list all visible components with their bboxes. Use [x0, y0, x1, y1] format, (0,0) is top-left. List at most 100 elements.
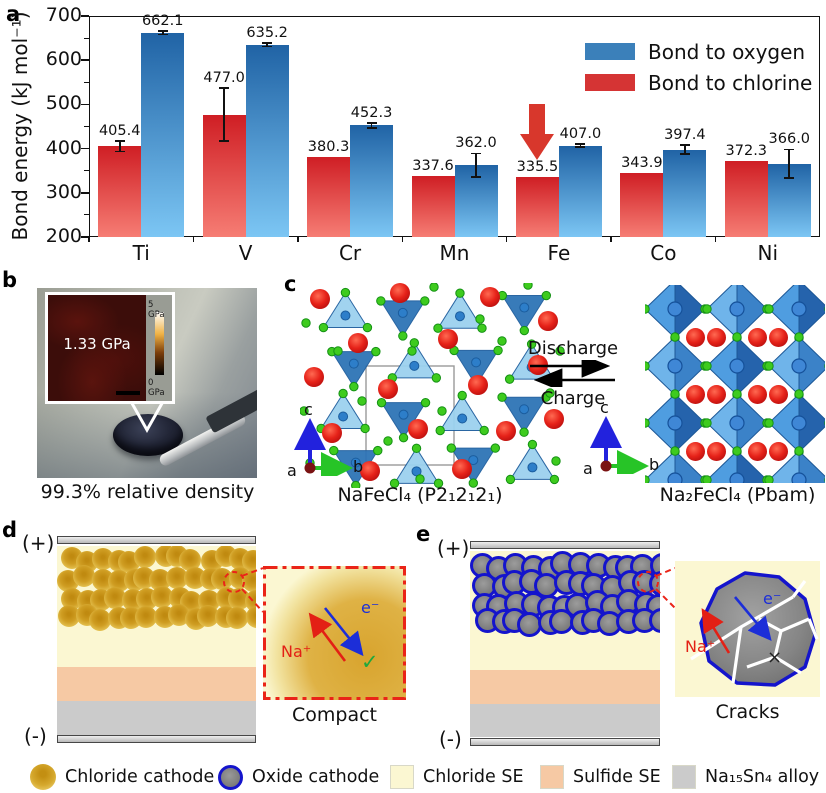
iron-atom [729, 415, 745, 431]
iron-atom [398, 409, 409, 420]
chloride-cathode-layer [57, 546, 256, 632]
scale-bar [116, 391, 140, 395]
chloride-cathode-particle [167, 604, 190, 627]
bar-value-label: 397.4 [664, 127, 706, 144]
c-axis-label: c [304, 400, 313, 419]
chloride-cathode-particle [91, 548, 114, 571]
highlight-down-arrow [520, 104, 555, 160]
legend-item-label: Sulfide SE [573, 767, 661, 787]
sodium-atom [310, 289, 330, 309]
chlorine-atom [429, 283, 439, 292]
chlorine-atom [519, 427, 529, 437]
chart-legend: Bond to oxygen Bond to chlorine [585, 36, 812, 98]
bar-value-label: 337.6 [412, 158, 454, 175]
iron-atom [667, 415, 683, 431]
chlorine-atom [497, 392, 507, 402]
iron-atom [791, 358, 807, 374]
error-bar-cap [262, 45, 273, 48]
nafecl4-caption: NaFeCl₄ (P2₁2₁2₁) [337, 484, 503, 506]
sodium-atom [769, 442, 788, 461]
sodium-atom [707, 385, 726, 404]
legend-item-label: Chloride cathode [65, 767, 215, 787]
iron-atom [468, 455, 479, 466]
bar-value-label: 372.3 [725, 142, 768, 159]
error-bar [118, 140, 121, 152]
positive-terminal-label: (+) [437, 536, 470, 560]
error-bar-cap [679, 153, 690, 156]
pale-yellow-square-swatch [390, 765, 414, 789]
na-ion-label: Na⁺ [281, 642, 312, 661]
axis-triad-left [294, 418, 353, 476]
chlorine-atom [702, 418, 712, 428]
x-axis-category: V [238, 241, 253, 265]
cracked-particle-zoom: Na⁺ e⁻ × [675, 561, 820, 697]
chloride-cathode-particle [89, 608, 112, 631]
y-axis-tick [81, 192, 89, 194]
alloy-anode-layer [57, 701, 256, 735]
chlorine-atom [764, 418, 774, 428]
fecl4-tetrahedron [453, 349, 499, 387]
chlorine-atom [301, 318, 311, 328]
zoom-connector [637, 567, 676, 609]
fecl4-tetrahedron [393, 447, 440, 484]
chlorine-atom [457, 390, 467, 401]
x-axis-tick [505, 237, 508, 242]
fecl4-tetrahedron [330, 351, 377, 388]
error-bar [223, 88, 226, 142]
a-axis-label: a [583, 459, 593, 478]
y-axis-minor-tick [84, 37, 89, 39]
legend-item-label: Na₁₅Sn₄ alloy [705, 767, 820, 787]
error-bar-cap [366, 121, 377, 124]
chlorine-atom [645, 475, 650, 483]
iron-atom [791, 415, 807, 431]
iron-atom [729, 358, 745, 374]
bar-value-label: 335.5 [516, 159, 559, 176]
y-axis-tick [81, 59, 89, 61]
chloride-cathode-particle [228, 588, 251, 611]
error-bar [161, 30, 164, 35]
iron-atom [791, 472, 807, 483]
chlorine-atom [555, 346, 565, 356]
salmon-square-swatch [540, 765, 564, 789]
chlorine-atom [527, 439, 538, 450]
panel-label-d: d [2, 518, 18, 542]
chloride-cathode-particle [245, 606, 256, 629]
y-axis-tick [81, 103, 89, 106]
iron-atom [667, 358, 683, 374]
electron-label: e⁻ [763, 589, 782, 608]
error-bar-cap [784, 148, 795, 151]
bar-bond-to-chlorine [620, 173, 664, 237]
chloride-cathode-particle [104, 586, 127, 609]
sodium-atom [322, 423, 342, 443]
na2fecl4-caption: Na₂FeCl₄ (Pbam) [659, 484, 816, 506]
chlorine-atom [523, 283, 533, 290]
cracked-particle-graphic [690, 571, 819, 687]
bar-value-label: 635.2 [246, 24, 288, 41]
error-bar-cap [219, 140, 230, 142]
x-axis-category: Ni [757, 241, 779, 265]
chloride-cathode-particle [134, 546, 157, 569]
panel-label-c: c [284, 272, 297, 296]
scale-min-label: 0 GPa [148, 378, 165, 398]
chlorine-atom [420, 397, 431, 408]
sodium-atom [452, 459, 472, 479]
sodium-atom [707, 442, 726, 461]
x-axis-category: Cr [338, 241, 362, 265]
nafecl4-structure [300, 283, 565, 488]
iron-atom [397, 307, 408, 318]
sodium-atom [538, 311, 558, 331]
error-bar-cap [575, 146, 586, 149]
y-axis-minor-tick [84, 170, 89, 172]
chlorine-atom [645, 418, 650, 428]
chloride-particle-magnified [263, 566, 406, 700]
legend-item: Chloride SE [390, 762, 524, 792]
chlorine-atom [504, 374, 515, 384]
callout-pointer [127, 397, 167, 434]
y-axis-tick-label: 700 [45, 4, 82, 26]
chlorine-atom [431, 373, 442, 383]
chlorine-atom [519, 325, 530, 336]
chlorine-atom [645, 304, 650, 314]
legend-item-label: Oxide cathode [252, 767, 380, 787]
pellet-photo: 1.33 GPa 5 GPa 0 GPa [37, 288, 257, 478]
